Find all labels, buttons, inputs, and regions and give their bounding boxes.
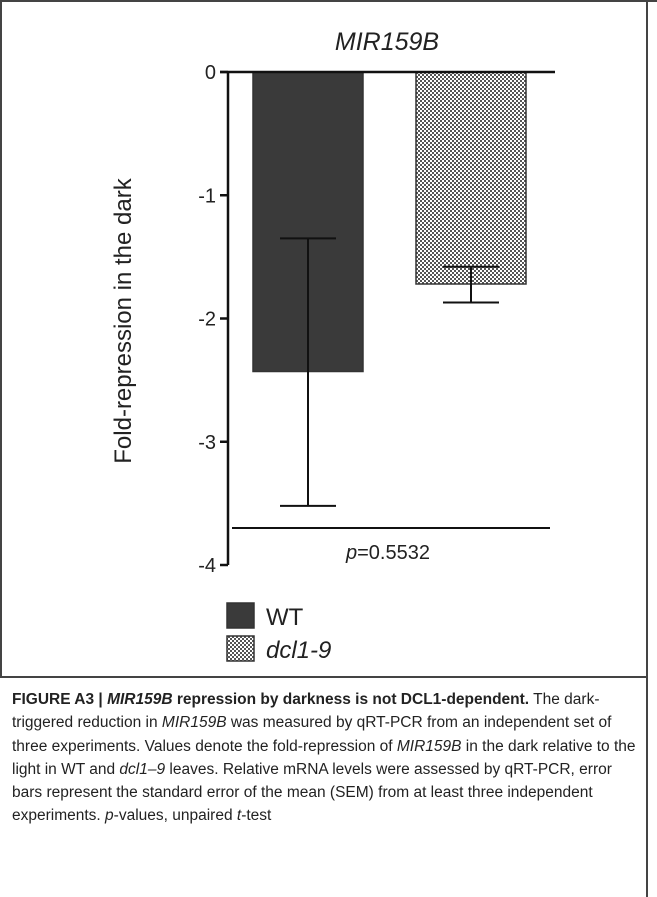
y-tick-label: -4	[198, 555, 216, 577]
caption-text: leaves. Relative mRNA levels were assess…	[12, 760, 612, 825]
p-value-label: p=0.5532	[345, 542, 430, 564]
y-tick-label: -1	[198, 185, 216, 207]
chart-title: MIR159B	[335, 28, 439, 56]
legend-label-dcl1-9: dcl1-9	[266, 637, 331, 664]
caption-p-symbol: p	[105, 807, 114, 825]
caption-text: was measured by qRT-PCR from an independ…	[12, 714, 612, 755]
bar-chart: MIR159B Fold-repression in the dark 0 -1 -…	[110, 28, 555, 664]
bar-dcl1-9	[415, 71, 527, 285]
y-axis-label: Fold-repression in the dark	[110, 177, 137, 463]
figure-frame-left	[0, 0, 2, 677]
caption-text: in the dark relative to the light in WT …	[12, 737, 636, 778]
caption-gene-name: MIR159B	[107, 691, 173, 708]
figure-caption: FIGURE A3 | MIR159B repression by darkne…	[12, 688, 644, 828]
caption-text: -values, unpaired	[113, 807, 237, 825]
legend-label-WT: WT	[266, 604, 304, 631]
legend-swatch-WT	[226, 602, 255, 629]
y-tick-label: -3	[198, 432, 216, 454]
legend: WT dcl1-9	[226, 602, 331, 664]
caption-figure-number: FIGURE A3 |	[12, 691, 108, 708]
caption-t-symbol: t	[236, 807, 242, 825]
caption-gene: MIR159B	[161, 714, 227, 732]
caption-heading: FIGURE A3 | MIR159B repression by darkne…	[12, 691, 529, 708]
caption-heading-text: repression by darkness is not DCL1-depen…	[172, 691, 530, 708]
figure-frame-separator	[0, 676, 648, 678]
y-tick-label: -2	[198, 309, 216, 331]
y-tick-label: 0	[205, 62, 216, 84]
caption-gene: MIR159B	[396, 737, 462, 755]
figure-frame-top	[0, 0, 657, 2]
caption-text: -test	[241, 807, 272, 825]
p-value-number: =0.5532	[357, 542, 430, 564]
plot-area: 0 -1 -2 -3 -4 p=0.5532	[198, 62, 555, 577]
p-value-symbol: p	[345, 542, 357, 564]
caption-mutant: dcl1–9	[119, 760, 166, 778]
figure-frame-right	[646, 0, 648, 897]
legend-swatch-dcl1-9	[226, 635, 255, 662]
caption-text: The dark-triggered reduction in	[12, 691, 600, 732]
